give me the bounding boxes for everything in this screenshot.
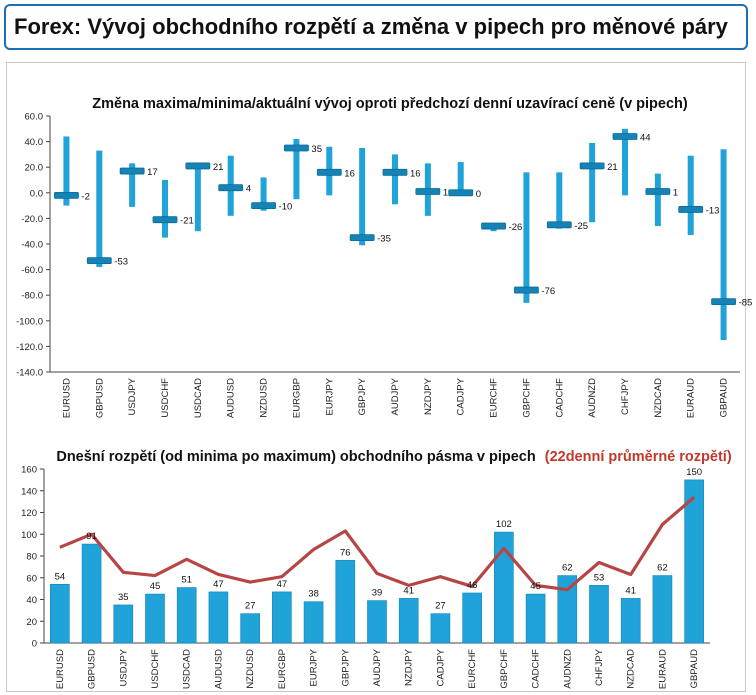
x-tick-label: NZDJPY: [423, 377, 434, 415]
current-marker: [579, 162, 605, 170]
range-bar: [622, 128, 628, 196]
data-label: -21: [180, 216, 194, 227]
data-label: -13: [706, 205, 720, 216]
data-label: 16: [410, 168, 421, 179]
y-tick-label: -140.0: [16, 368, 43, 379]
y-tick-label: -100.0: [16, 316, 43, 327]
data-label: 44: [640, 132, 651, 143]
x-tick-label: EURJPY: [324, 377, 335, 415]
range-bar: [162, 180, 168, 238]
x-tick-label: CADCHF: [554, 378, 565, 418]
current-marker: [612, 133, 638, 140]
range-bar: [293, 139, 300, 200]
data-label: 16: [344, 168, 355, 179]
x-tick-label: NZDCAD: [653, 378, 664, 418]
range-bar: [359, 148, 366, 246]
data-label: 1: [673, 188, 678, 199]
x-tick-label: AUDJPY: [390, 377, 401, 415]
data-label: -85: [739, 298, 753, 309]
page-header: Forex: Vývoj obchodního rozpětí a změna …: [4, 4, 748, 50]
x-tick-label: AUDUSD: [226, 378, 237, 418]
y-tick-label: 20.0: [25, 163, 44, 174]
data-label: -25: [574, 221, 588, 232]
current-marker: [185, 162, 211, 170]
range-bar: [96, 150, 103, 268]
change-chart-y-axis: 60.0 40.0 20.0 0.0 -20.0 -40.0 -60.0 -80.0 -100.…: [16, 112, 740, 379]
change-chart-title: Změna maxima/minima/aktuální vývoj oprot…: [92, 96, 688, 112]
data-label: -10: [279, 202, 293, 213]
range-bar: [457, 162, 464, 193]
x-tick-label: EURUSD: [61, 378, 72, 418]
data-label: 4: [246, 184, 251, 195]
x-tick-label: EURCHF: [489, 378, 500, 418]
y-tick-label: 60.0: [25, 112, 44, 123]
current-marker: [218, 184, 244, 192]
current-marker: [514, 286, 539, 294]
range-bar: [556, 172, 563, 229]
current-marker: [711, 298, 736, 306]
range-bar: [654, 173, 661, 227]
x-tick-label: GBPAUD: [719, 378, 730, 418]
data-label: 21: [213, 162, 224, 173]
data-label: 0: [476, 189, 481, 200]
range-bar: [687, 155, 694, 236]
current-marker: [119, 167, 145, 175]
data-label: 1: [443, 188, 448, 199]
y-tick-label: -40.0: [21, 240, 43, 251]
data-label: -2: [81, 191, 89, 202]
x-tick-label: EURAUD: [686, 378, 697, 418]
x-tick-label: USDCHF: [160, 378, 171, 418]
y-tick-label: 0.0: [30, 188, 43, 199]
range-bar: [392, 154, 398, 205]
data-label: -35: [377, 234, 391, 245]
data-label: -76: [541, 286, 555, 297]
range-bar: [194, 164, 201, 232]
current-marker: [54, 191, 79, 199]
range-bar: [589, 142, 596, 223]
y-tick-label: -80.0: [21, 291, 43, 302]
x-tick-label: NZDUSD: [259, 378, 270, 418]
range-bar: [63, 136, 70, 206]
change-chart-marks: -2 -53 17 -21 21 4 -10 35 16 -35 16 1 0 -26 -76 -25 21 44…: [54, 128, 753, 340]
y-tick-label: -20.0: [21, 214, 43, 225]
change-chart-x-axis: EURUSD GBPUSD USDJPY USDCHF USDCAD AUDUSD NZDU…: [61, 377, 729, 418]
data-label: -26: [509, 222, 523, 233]
x-tick-label: EURGBP: [291, 378, 302, 418]
current-marker: [546, 221, 572, 229]
current-marker: [349, 234, 375, 242]
current-marker: [382, 168, 408, 176]
data-label: -53: [114, 257, 128, 268]
change-chart: Změna maxima/minima/aktuální vývoj oprot…: [16, 96, 753, 418]
current-marker: [251, 202, 276, 210]
data-label: 17: [147, 167, 158, 178]
current-marker: [678, 206, 704, 213]
current-marker: [152, 216, 178, 224]
page-title: Forex: Vývoj obchodního rozpětí a změna …: [14, 14, 728, 39]
current-marker: [86, 257, 112, 265]
current-marker: [284, 144, 309, 152]
range-bar: [129, 163, 136, 207]
x-tick-label: GBPJPY: [357, 377, 368, 415]
x-tick-label: CHFJPY: [620, 377, 631, 415]
current-marker: [448, 189, 474, 197]
current-marker: [481, 222, 506, 230]
current-marker: [316, 168, 342, 176]
data-label: 21: [607, 162, 618, 173]
current-marker: [645, 188, 671, 195]
y-tick-label: -60.0: [21, 265, 43, 276]
current-marker: [415, 188, 441, 195]
x-tick-label: CADJPY: [456, 377, 467, 415]
x-tick-label: AUDNZD: [587, 378, 598, 418]
range-bar: [523, 172, 530, 303]
x-tick-label: GBPUSD: [94, 378, 105, 418]
x-tick-label: GBPCHF: [521, 378, 532, 418]
y-tick-label: -120.0: [16, 342, 43, 353]
x-tick-label: USDJPY: [127, 377, 138, 415]
x-tick-label: USDCAD: [193, 378, 204, 418]
data-label: 35: [311, 144, 322, 155]
range-bar: [720, 149, 727, 340]
y-tick-label: 40.0: [25, 137, 44, 148]
range-bar: [260, 177, 267, 211]
